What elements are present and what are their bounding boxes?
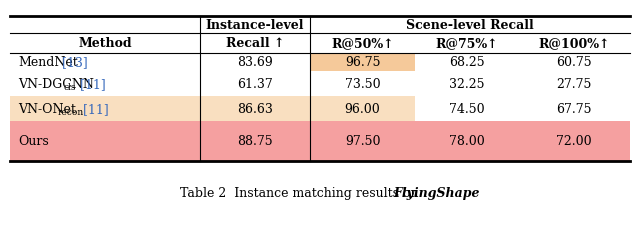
Bar [10,121,200,161]
Text: 68.25: 68.25 [449,56,484,69]
Text: VN-DGCNN: VN-DGCNN [18,78,94,91]
Bar [310,121,415,161]
Text: 74.50: 74.50 [449,103,484,115]
Text: 73.50: 73.50 [345,78,380,91]
Text: 97.50: 97.50 [345,135,380,148]
Text: [11]: [11] [77,78,107,91]
Bar [518,121,630,161]
Text: [13]: [13] [58,56,87,69]
Text: R@50%↑: R@50%↑ [331,37,394,50]
Text: 27.75: 27.75 [556,78,591,91]
Bar [310,54,415,72]
Text: Scene-level Recall: Scene-level Recall [406,19,534,32]
Bar [310,97,415,121]
Bar [415,121,518,161]
Text: 72.00: 72.00 [556,135,592,148]
Text: 61.37: 61.37 [237,78,273,91]
Text: R@75%↑: R@75%↑ [435,37,498,50]
Bar [200,121,310,161]
Text: 96.00: 96.00 [345,103,380,115]
Text: [11]: [11] [79,103,109,115]
Text: 67.75: 67.75 [556,103,592,115]
Text: Table 2  Instance matching results on: Table 2 Instance matching results on [181,187,423,200]
Text: VN-ONet: VN-ONet [18,103,76,115]
Text: recon: recon [58,108,84,117]
Text: 86.63: 86.63 [237,103,273,115]
Text: R@100%↑: R@100%↑ [538,37,610,50]
Text: 60.75: 60.75 [556,56,592,69]
Text: 78.00: 78.00 [449,135,484,148]
Text: 32.25: 32.25 [449,78,484,91]
Text: Instance-level: Instance-level [205,19,304,32]
Text: FlyingShape: FlyingShape [393,187,480,200]
Text: 88.75: 88.75 [237,135,273,148]
Text: Ours: Ours [18,135,48,148]
Text: Recall ↑: Recall ↑ [226,37,285,50]
Text: MendNet: MendNet [18,56,78,69]
Text: 96.75: 96.75 [345,56,380,69]
Text: Method: Method [78,37,132,50]
Text: 83.69: 83.69 [237,56,273,69]
Bar [10,97,200,121]
Bar [200,97,310,121]
Text: cls: cls [64,83,76,92]
